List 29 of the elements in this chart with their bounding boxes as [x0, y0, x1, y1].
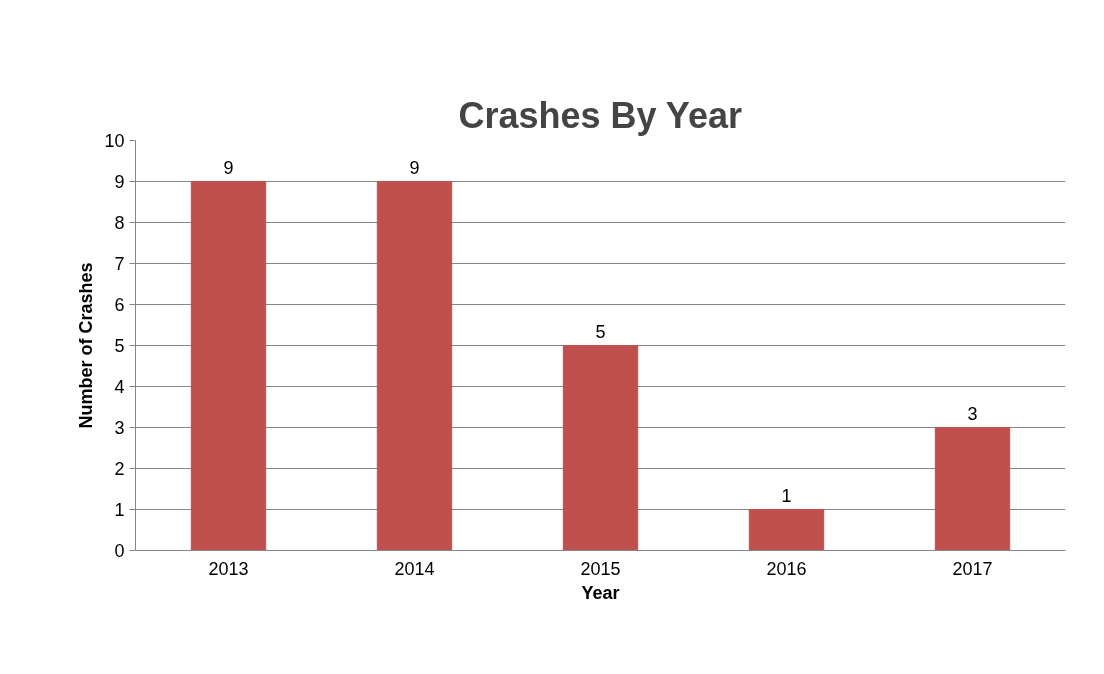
bar	[376, 181, 453, 551]
bar	[748, 509, 825, 551]
y-tick-label: 7	[114, 254, 125, 274]
y-tick-label: 5	[114, 336, 125, 356]
data-label: 3	[967, 403, 978, 424]
data-label: 1	[781, 485, 792, 506]
bar	[562, 345, 639, 551]
y-tick-label: 4	[114, 377, 125, 397]
x-tick-label: 2015	[580, 558, 621, 579]
y-axis-title: Number of Crashes	[76, 262, 97, 429]
y-tick-label: 3	[114, 418, 125, 438]
data-label: 9	[409, 157, 420, 178]
data-label: 9	[223, 157, 234, 178]
x-tick-label: 2013	[208, 558, 249, 579]
chart-title: Crashes By Year	[458, 94, 742, 136]
x-axis-title: Year	[581, 582, 620, 603]
x-tick-label: 2014	[394, 558, 435, 579]
y-tick-label: 6	[114, 295, 125, 315]
y-tick-label: 1	[114, 500, 125, 520]
x-tick-label: 2017	[952, 558, 993, 579]
y-tick-label: 0	[114, 541, 125, 561]
y-tick-label: 10	[104, 131, 125, 151]
y-tick-label: 9	[114, 172, 125, 192]
bar	[934, 427, 1011, 551]
x-tick-label: 2016	[766, 558, 807, 579]
y-tick-label: 8	[114, 213, 125, 233]
bar	[190, 181, 267, 551]
data-label: 5	[595, 321, 606, 342]
y-tick-label: 2	[114, 459, 125, 479]
